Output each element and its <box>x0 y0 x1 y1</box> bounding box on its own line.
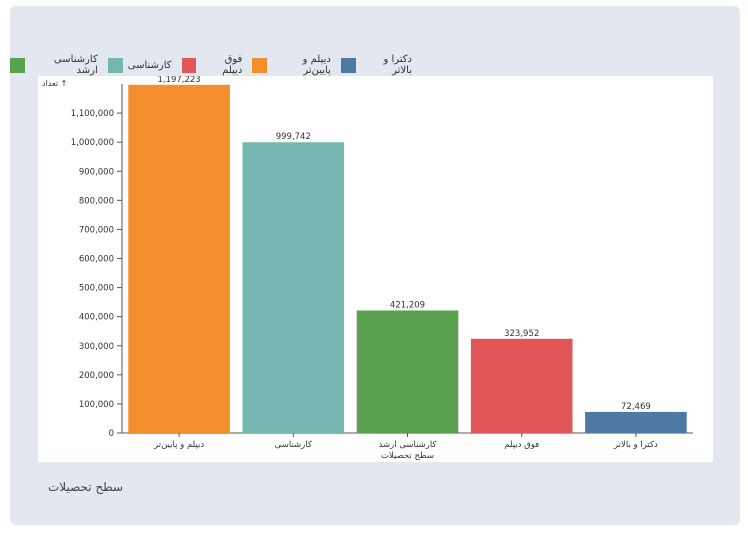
legend-label: دیپلم و پایین‌تر <box>302 54 331 76</box>
x-tick-label: دکترا و بالاتر <box>613 440 658 450</box>
y-tick-label: 400,000 <box>79 313 114 323</box>
bar-value-label: 72,469 <box>621 402 651 412</box>
legend: کارشناسی ارشد کارشناسی فوق دیپلم دیپلم و پا… <box>10 54 412 76</box>
legend-swatch <box>340 57 356 73</box>
legend-label: دکترا و بالاتر <box>383 54 412 76</box>
legend-label: کارشناسی ارشد <box>53 54 98 76</box>
x-axis-label: سطح تحصیلات <box>381 451 434 461</box>
legend-item[interactable]: کارشناسی <box>107 54 172 76</box>
legend-swatch <box>10 57 25 73</box>
bar-chart: تعداد ↑ 0 100,000 200,000 300,000 400,000 500,… <box>42 76 693 461</box>
bar <box>470 338 573 433</box>
bar <box>585 411 687 433</box>
y-tick-label: 0 <box>109 429 114 439</box>
y-tick-label: 1,100,000 <box>71 109 114 119</box>
x-tick-label: کارشناسی <box>275 440 313 450</box>
bar <box>242 142 345 433</box>
legend-swatch <box>252 57 268 73</box>
bar-value-label: 323,952 <box>504 329 539 339</box>
x-tick-label: فوق دیپلم <box>504 440 539 450</box>
bar <box>128 84 230 433</box>
y-tick-label: 800,000 <box>79 196 114 206</box>
legend-swatch <box>107 57 123 73</box>
y-tick-label: 200,000 <box>79 371 114 381</box>
y-tick-label: 700,000 <box>79 225 114 235</box>
y-tick-label: 900,000 <box>79 167 114 177</box>
legend-item[interactable]: دکترا و بالاتر <box>340 54 412 76</box>
bar-value-label: 999,742 <box>276 132 311 142</box>
bar-value-label: 1,197,223 <box>157 76 200 85</box>
y-tick-label: 100,000 <box>79 400 114 410</box>
legend-label: کارشناسی <box>127 59 172 71</box>
y-tick-label: 300,000 <box>79 342 114 352</box>
legend-label: فوق دیپلم <box>222 54 243 76</box>
bar-value-label: 421,209 <box>390 300 425 310</box>
legend-item[interactable]: دیپلم و پایین‌تر <box>252 54 331 76</box>
legend-item[interactable]: کارشناسی ارشد <box>10 54 98 76</box>
x-tick-label: دیپلم و پایین‌تر <box>153 440 204 450</box>
legend-item[interactable]: فوق دیپلم <box>181 54 243 76</box>
y-axis-label: تعداد ↑ <box>42 79 67 88</box>
legend-swatch <box>181 57 197 73</box>
x-tick-label: کارشناسی ارشد <box>379 440 438 450</box>
bar <box>356 310 459 433</box>
footer-label: سطح تحصیلات <box>48 480 124 494</box>
y-tick-label: 600,000 <box>79 255 114 265</box>
plot-area: تعداد ↑ 0 100,000 200,000 300,000 400,000 500,… <box>38 76 713 462</box>
y-tick-label: 1,000,000 <box>71 138 114 148</box>
y-tick-label: 500,000 <box>79 284 114 294</box>
